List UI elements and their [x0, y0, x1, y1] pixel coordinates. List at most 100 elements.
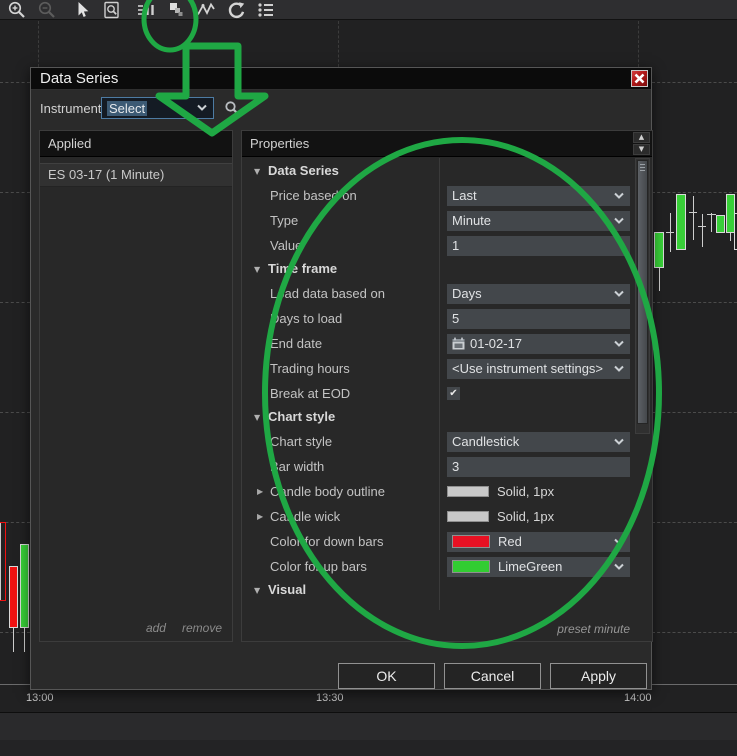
color-swatch — [452, 535, 490, 548]
property-grid: ▼ Data Series Price based on Last Type Minute… — [242, 157, 652, 641]
price-gridline — [0, 522, 30, 523]
dropdown-value: Red — [498, 534, 522, 549]
close-button[interactable] — [631, 70, 648, 87]
bar-width-input[interactable]: 3 — [447, 456, 630, 477]
instrument-combobox[interactable]: Select — [101, 97, 214, 119]
property-label: Load data based on — [270, 286, 385, 301]
property-row-days-to-load: Days to load 5 — [242, 306, 652, 331]
collapse-icon: ▼ — [254, 167, 261, 176]
property-label: Trading hours — [270, 361, 350, 376]
scrollbar-thumb[interactable] — [637, 160, 648, 424]
property-label: Candle body outline — [270, 484, 385, 499]
time-gridline — [338, 21, 339, 67]
chevron-down-icon — [614, 438, 624, 445]
properties-header: Properties — [242, 131, 652, 157]
candle-open-tick — [666, 232, 674, 233]
chevron-down-icon — [614, 217, 624, 224]
instrument-search-button[interactable] — [223, 99, 241, 117]
break-at-eod-checkbox[interactable]: ✔ — [447, 387, 460, 400]
remove-link[interactable]: remove — [181, 621, 222, 635]
color-for-up-bars-dropdown[interactable]: LimeGreen — [447, 556, 630, 577]
candle-open-tick — [698, 226, 706, 227]
property-row-trading-hours: Trading hours <Use instrument settings> — [242, 356, 652, 381]
chevron-down-icon — [197, 104, 207, 111]
property-label: Color for up bars — [270, 559, 367, 574]
property-label: Candle wick — [270, 509, 341, 524]
section-visual[interactable]: ▼ Visual — [242, 579, 652, 602]
candlestick — [676, 194, 686, 250]
dialog-titlebar[interactable]: Data Series — [31, 68, 651, 90]
data-series-icon[interactable] — [161, 0, 191, 20]
zoom-out-icon[interactable] — [32, 0, 62, 20]
trading-hours-dropdown[interactable]: <Use instrument settings> — [447, 358, 630, 379]
bar-type-icon[interactable] — [131, 0, 161, 20]
time-gridline — [38, 21, 39, 67]
input-value: 5 — [452, 311, 460, 326]
cancel-button[interactable]: Cancel — [444, 663, 541, 689]
color-swatch — [452, 560, 490, 573]
applied-item[interactable]: ES 03-17 (1 Minute) — [40, 163, 232, 187]
price-based-on-dropdown[interactable]: Last — [447, 185, 630, 206]
expand-icon[interactable]: ▶ — [257, 512, 264, 521]
candle-wick — [701, 214, 703, 247]
candle-open-tick — [689, 212, 697, 213]
input-value: 1 — [452, 238, 460, 253]
properties-icon[interactable] — [251, 0, 281, 20]
dropdown-value: Minute — [452, 213, 492, 228]
type-dropdown[interactable]: Minute — [447, 210, 630, 231]
stroke-swatch[interactable] — [447, 486, 489, 497]
dropdown-value: Candlestick — [452, 434, 520, 449]
section-time-frame[interactable]: ▼ Time frame — [242, 258, 652, 281]
value-input[interactable]: 1 — [447, 235, 630, 256]
chart-trader-icon[interactable] — [97, 0, 127, 20]
dialog-buttons: OK Cancel Apply — [338, 663, 647, 689]
section-chart-style[interactable]: ▼ Chart style — [242, 406, 652, 429]
days-to-load-input[interactable]: 5 — [447, 308, 630, 329]
grid-column-divider — [439, 158, 440, 610]
property-row-break-at-eod: Break at EOD ✔ — [242, 381, 652, 406]
header-spinner: ▲ ▼ — [633, 132, 650, 156]
applied-list: ES 03-17 (1 Minute) — [40, 157, 232, 187]
dialog-title: Data Series — [40, 70, 119, 87]
dropdown-value: Last — [452, 188, 477, 203]
cursor-icon[interactable] — [67, 0, 97, 20]
expand-icon[interactable]: ▶ — [257, 487, 264, 496]
stroke-swatch[interactable] — [447, 511, 489, 522]
calendar-icon — [452, 337, 465, 350]
property-label: End date — [270, 336, 323, 351]
stroke-label: Solid, 1px — [497, 509, 555, 524]
section-label: Chart style — [268, 409, 336, 424]
chart-style-dropdown[interactable]: Candlestick — [447, 431, 630, 452]
price-gridline — [652, 82, 737, 83]
candlestick — [0, 522, 6, 601]
price-gridline — [652, 632, 737, 633]
property-row-bar-width: Bar width 3 — [242, 454, 652, 479]
properties-panel: Properties ▲ ▼ ▼ Data Series Price based o… — [241, 130, 653, 642]
candlestick — [734, 213, 737, 250]
scroll-down-button[interactable]: ▼ — [633, 144, 650, 155]
ok-button[interactable]: OK — [338, 663, 435, 689]
indicators-icon[interactable] — [191, 0, 221, 20]
dropdown-value: <Use instrument settings> — [452, 361, 604, 376]
reload-icon[interactable] — [221, 0, 251, 20]
load-data-based-on-dropdown[interactable]: Days — [447, 283, 630, 304]
price-gridline — [652, 192, 737, 193]
chevron-down-icon — [614, 365, 624, 372]
apply-button[interactable]: Apply — [550, 663, 647, 689]
end-date-dropdown[interactable]: 01-02-17 — [447, 333, 630, 354]
add-link[interactable]: add — [145, 621, 166, 635]
zoom-in-icon[interactable] — [2, 0, 32, 20]
bottom-band — [0, 713, 737, 740]
input-value: 3 — [452, 459, 460, 474]
property-row-color-for-down-bars: Color for down bars Red — [242, 529, 652, 554]
section-label: Time frame — [268, 261, 338, 276]
chevron-down-icon — [614, 340, 624, 347]
scroll-up-button[interactable]: ▲ — [633, 132, 650, 143]
color-for-down-bars-dropdown[interactable]: Red — [447, 531, 630, 552]
scrollbar-track[interactable] — [635, 158, 650, 434]
instrument-row: Instrument Select — [31, 90, 651, 128]
section-label: Visual — [268, 582, 307, 597]
section-data-series[interactable]: ▼ Data Series — [242, 160, 652, 183]
collapse-icon: ▼ — [254, 586, 261, 595]
instrument-label: Instrument — [40, 101, 102, 116]
